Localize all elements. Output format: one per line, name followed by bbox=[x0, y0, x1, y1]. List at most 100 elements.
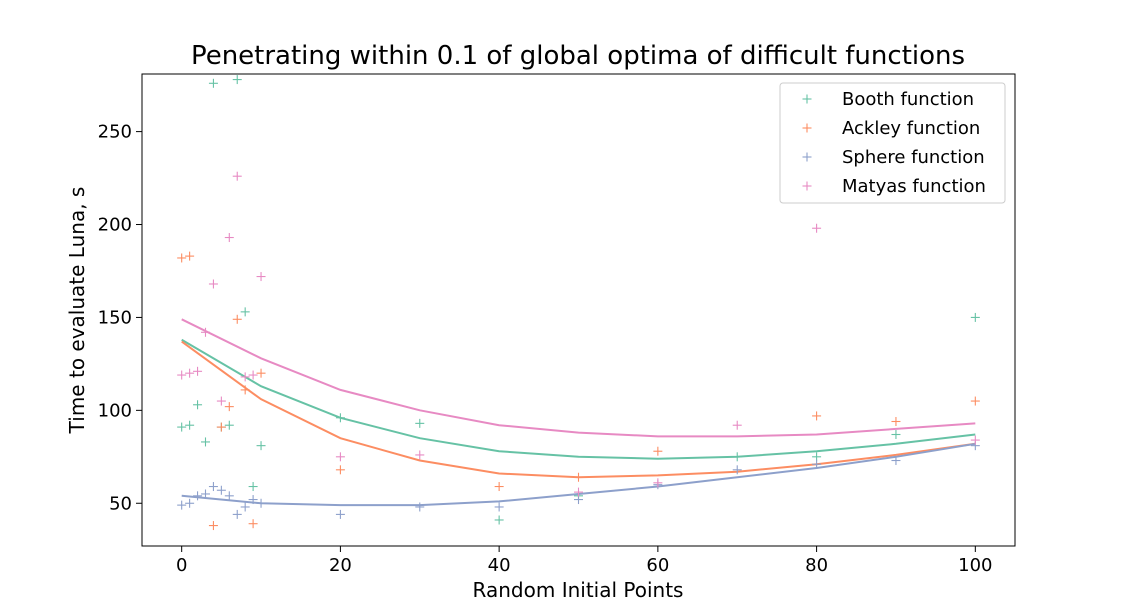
data-point bbox=[732, 420, 742, 430]
scatter-points bbox=[177, 75, 980, 531]
data-point bbox=[232, 171, 242, 181]
data-point bbox=[256, 368, 266, 378]
data-point bbox=[224, 420, 234, 430]
legend-marker bbox=[802, 181, 812, 191]
data-point bbox=[891, 416, 901, 426]
data-point bbox=[812, 459, 822, 469]
legend-item: Matyas function bbox=[802, 176, 986, 197]
data-point bbox=[256, 272, 266, 282]
legend-label: Matyas function bbox=[842, 176, 986, 197]
data-point bbox=[185, 368, 195, 378]
y-tick-label: 50 bbox=[109, 493, 132, 514]
plot-area-frame bbox=[141, 73, 1016, 547]
data-point bbox=[224, 402, 234, 412]
x-tick-label: 20 bbox=[329, 555, 352, 576]
data-point bbox=[415, 450, 425, 460]
data-point bbox=[653, 478, 663, 488]
chart-title: Penetrating within 0.1 of global optima … bbox=[191, 41, 965, 71]
data-point bbox=[494, 502, 504, 512]
data-point bbox=[224, 491, 234, 501]
x-axis-title: Random Initial Points bbox=[473, 578, 684, 602]
legend-item: Ackley function bbox=[802, 118, 980, 139]
data-point bbox=[494, 482, 504, 492]
data-point bbox=[494, 515, 504, 525]
data-point bbox=[208, 521, 218, 531]
data-point bbox=[240, 385, 250, 395]
data-point bbox=[970, 396, 980, 406]
data-point bbox=[177, 500, 187, 510]
data-point bbox=[248, 370, 258, 380]
y-tick-label: 150 bbox=[98, 307, 132, 328]
data-point bbox=[574, 487, 583, 497]
legend-label: Ackley function bbox=[842, 118, 980, 139]
data-point bbox=[232, 509, 242, 519]
y-tick-label: 250 bbox=[98, 122, 132, 143]
x-axis: 0 20 40 60 80 100 bbox=[176, 546, 992, 576]
fit-line-0 bbox=[181, 338, 976, 460]
data-point bbox=[208, 279, 218, 289]
data-point bbox=[177, 422, 187, 432]
data-point bbox=[240, 502, 250, 512]
data-point bbox=[248, 482, 258, 492]
data-point bbox=[216, 422, 226, 432]
x-tick-label: 0 bbox=[176, 555, 187, 576]
data-point bbox=[200, 327, 210, 337]
legend-label: Booth function bbox=[842, 89, 974, 110]
legend-marker bbox=[802, 152, 812, 162]
data-point bbox=[208, 482, 218, 492]
data-point bbox=[193, 366, 203, 376]
data-point bbox=[193, 491, 203, 501]
data-point bbox=[240, 307, 250, 317]
data-point bbox=[891, 456, 901, 466]
data-point bbox=[812, 411, 822, 421]
data-point bbox=[216, 396, 226, 406]
x-tick-label: 80 bbox=[805, 555, 828, 576]
data-point bbox=[335, 452, 345, 462]
data-point bbox=[232, 314, 242, 324]
data-point bbox=[216, 485, 226, 495]
data-point bbox=[185, 251, 195, 261]
data-point bbox=[200, 437, 210, 447]
data-point bbox=[185, 420, 195, 430]
data-point bbox=[970, 435, 980, 445]
data-point bbox=[177, 370, 187, 380]
data-point bbox=[970, 312, 980, 322]
x-tick-label: 60 bbox=[646, 555, 669, 576]
legend: Booth function Ackley function Sphere func… bbox=[779, 82, 1006, 204]
legend-label: Sphere function bbox=[842, 147, 985, 168]
data-point bbox=[232, 75, 242, 85]
data-point bbox=[891, 430, 901, 440]
legend-item: Sphere function bbox=[802, 147, 985, 168]
legend-box bbox=[779, 82, 1006, 204]
y-tick-label: 200 bbox=[98, 215, 132, 236]
data-point bbox=[224, 233, 234, 243]
data-point bbox=[415, 502, 425, 512]
legend-marker bbox=[802, 94, 812, 104]
x-tick-label: 40 bbox=[488, 555, 511, 576]
data-point bbox=[812, 223, 822, 233]
data-point bbox=[240, 372, 250, 382]
data-point bbox=[732, 452, 742, 462]
y-tick-label: 100 bbox=[98, 400, 132, 421]
legend-item: Booth function bbox=[802, 89, 974, 110]
data-point bbox=[248, 495, 258, 505]
y-axis: 50 100 150 200 250 bbox=[98, 122, 142, 514]
data-point bbox=[574, 472, 583, 482]
data-point bbox=[732, 465, 742, 475]
data-point bbox=[415, 418, 425, 428]
data-point bbox=[335, 413, 345, 423]
data-point bbox=[653, 446, 663, 456]
x-tick-label: 100 bbox=[958, 555, 992, 576]
data-point bbox=[193, 400, 203, 410]
data-point bbox=[256, 498, 266, 508]
data-point bbox=[185, 498, 195, 508]
data-point bbox=[177, 253, 187, 263]
y-axis-title: Time to evaluate Luna, s bbox=[65, 187, 89, 435]
fit-line-3 bbox=[181, 318, 976, 438]
data-point bbox=[335, 465, 345, 475]
legend-marker bbox=[802, 123, 812, 133]
data-point bbox=[335, 509, 345, 519]
data-point bbox=[248, 519, 258, 529]
data-point bbox=[256, 441, 266, 451]
